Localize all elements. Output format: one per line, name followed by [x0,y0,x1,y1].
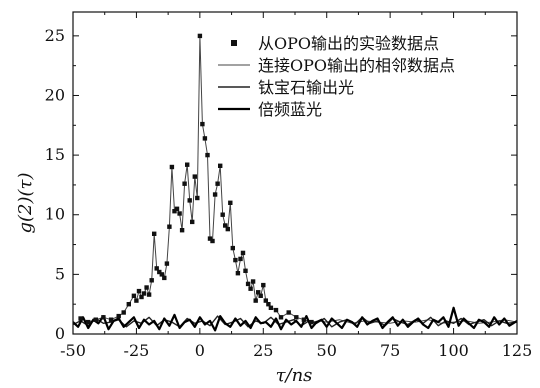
data-point [195,195,200,201]
data-point [309,319,314,325]
data-point [179,228,185,233]
data-point [286,310,291,315]
data-point [215,181,220,186]
data-point [233,257,238,263]
data-point [86,319,91,325]
data-point [266,302,271,307]
legend-label-1: 连接OPO输出的相邻数据点 [258,56,455,75]
data-point [268,305,274,310]
y-axis-label: g(2)(τ) [15,172,36,233]
data-point [116,313,121,319]
x-tick-label: -25 [124,341,150,360]
x-tick-label: 0 [195,341,205,360]
data-point [220,212,225,217]
data-point [154,266,159,271]
data-point [207,236,213,241]
plot-area [73,33,517,332]
plot-layer [73,33,517,332]
data-point [301,317,307,322]
legend-label-0: 从OPO输出的实验数据点 [258,34,439,53]
data-point [261,282,266,288]
data-point [197,33,203,39]
legend-marker-0 [231,40,237,46]
legend-label-3: 倍频蓝光 [258,100,322,119]
x-tick-label: 25 [253,341,273,360]
data-point [192,174,197,179]
data-point [200,121,205,127]
data-point [263,298,268,303]
data-point [185,162,190,167]
data-point [169,164,175,170]
data-point [93,317,98,322]
data-point [210,238,215,244]
data-point [152,231,157,236]
data-point [126,302,131,307]
data-point [258,293,263,298]
data-point [190,219,195,225]
data-point [225,226,230,232]
y-tick-label: 15 [45,145,65,164]
data-point [134,298,139,303]
data-point [121,310,126,315]
axes-layer: -50 -25 0 25 50 75 100 125 0 5 10 15 20 25 [45,11,533,360]
data-point [240,250,246,256]
data-point [245,281,251,287]
data-point [182,181,187,186]
y-tick-label: 5 [55,264,65,283]
data-point [149,278,154,283]
data-point [212,192,218,197]
legend-label-2: 钛宝石输出光 [258,78,354,97]
data-point [139,294,144,300]
data-point [218,163,223,168]
x-tick-label: 75 [380,341,400,360]
data-point [131,293,137,298]
data-point [108,317,114,322]
data-point [243,268,248,273]
data-point [162,275,167,281]
data-point [294,315,299,320]
data-point [144,285,149,290]
data-point [172,209,177,214]
data-point [164,261,170,266]
data-point [136,288,142,294]
data-point [253,298,258,303]
data-point [174,206,180,211]
x-tick-label: 50 [317,341,337,360]
data-point [167,224,172,229]
data-point [235,271,241,276]
x-tick-label: 100 [438,341,469,360]
data-point [205,152,210,158]
data-point [273,307,279,313]
y-tick-label: 0 [55,324,65,343]
data-point [248,286,253,291]
data-point [141,291,147,296]
data-point [146,292,152,297]
x-tick-label: -50 [60,341,86,360]
data-point [78,316,83,321]
data-point [177,211,182,216]
series-line-3 [73,306,517,332]
data-point [278,315,284,320]
y-tick-label: 25 [45,26,65,45]
data-point [187,198,192,203]
y-tick-label: 20 [45,85,65,104]
data-point [101,315,106,320]
data-point [238,256,243,262]
data-point [202,136,208,141]
series-line-2 [73,315,517,328]
x-axis-label: τ/ns [276,365,313,386]
x-tick-label: 125 [502,341,533,360]
data-point [228,200,233,205]
data-point [250,279,256,284]
data-point [159,272,164,277]
data-point [223,223,228,228]
data-point [157,269,162,275]
data-point [256,290,261,295]
data-point [230,245,235,251]
y-tick-label: 10 [45,205,65,224]
series-line-1 [80,35,517,324]
